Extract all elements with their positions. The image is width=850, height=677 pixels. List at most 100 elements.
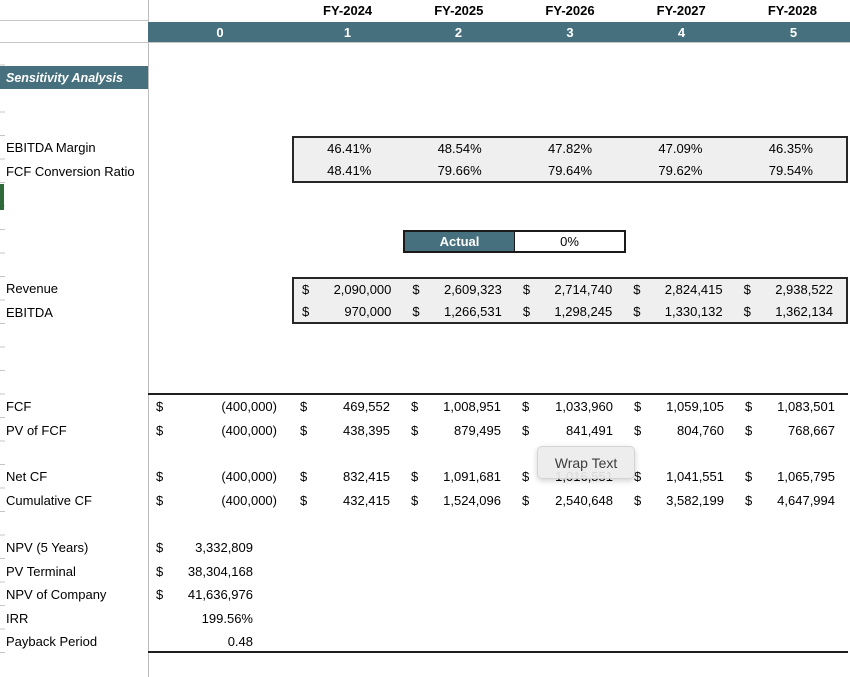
header-cell-fy2024[interactable]: FY-2024 — [323, 3, 373, 18]
period-index-3[interactable]: 3 — [566, 24, 574, 40]
fcf-fy2025[interactable]: $1,008,951 — [403, 395, 514, 419]
row-label-fcf-conversion-ratio[interactable]: FCF Conversion Ratio — [6, 163, 135, 179]
ebitda-fy2028[interactable]: $1,362,134 — [736, 301, 846, 323]
fcf-fy2027[interactable]: $1,059,105 — [626, 395, 737, 419]
cum-cf-fy2025[interactable]: $1,524,096 — [403, 489, 514, 513]
revenue-fy2026[interactable]: $2,714,740 — [515, 279, 625, 301]
row-label-irr[interactable]: IRR — [6, 610, 29, 626]
ebitda-margin-fy2024[interactable]: 46.41% — [327, 141, 372, 157]
period-index-1[interactable]: 1 — [343, 24, 352, 40]
fcf-conversion-fy2028[interactable]: 79.54% — [768, 162, 813, 178]
cell-value: (400,000) — [221, 469, 277, 485]
period-index-4[interactable]: 4 — [677, 24, 686, 40]
net-cf-fy2024[interactable]: $832,415 — [292, 465, 403, 489]
cum-cf-fy2027[interactable]: $3,582,199 — [626, 489, 737, 513]
section-title-sensitivity-analysis[interactable]: Sensitivity Analysis — [0, 66, 148, 89]
currency-symbol: $ — [156, 492, 164, 508]
cum-cf-fy2028[interactable]: $4,647,994 — [737, 489, 848, 513]
header-cell-fy2025[interactable]: FY-2025 — [434, 3, 484, 18]
npv-of-company-cell[interactable]: $41,636,976 — [148, 583, 292, 607]
period-index-2[interactable]: 2 — [454, 24, 463, 40]
net-cf-fy2028[interactable]: $1,065,795 — [737, 465, 848, 489]
row-label-fcf[interactable]: FCF — [6, 399, 32, 415]
cell-value: 1,041,551 — [666, 469, 724, 485]
period-index-0[interactable]: 0 — [216, 24, 224, 40]
cum-cf-fy2026[interactable]: $2,540,648 — [514, 489, 626, 513]
header-cell-fy2027[interactable]: FY-2027 — [656, 3, 706, 18]
row-label-pv-of-fcf[interactable]: PV of FCF — [6, 422, 67, 438]
pv-fcf-fy2028[interactable]: $768,667 — [737, 419, 848, 443]
ebitda-margin-fy2028[interactable]: 46.35% — [768, 141, 813, 157]
currency-symbol: $ — [633, 303, 641, 319]
net-cf-fy2027[interactable]: $1,041,551 — [626, 465, 737, 489]
cell-value: 3,332,809 — [195, 540, 253, 556]
fcf-fy2028[interactable]: $1,083,501 — [737, 395, 848, 419]
pv-fcf-fy2025[interactable]: $879,495 — [403, 419, 514, 443]
row-label-ebitda[interactable]: EBITDA — [6, 304, 53, 320]
row-label-npv-5-years[interactable]: NPV (5 Years) — [6, 540, 89, 556]
fcf-conversion-fy2025[interactable]: 79.66% — [437, 162, 482, 178]
fcf-y0[interactable]: $ (400,000) — [148, 395, 292, 419]
scenario-adjustment-cell[interactable]: 0% — [560, 234, 579, 249]
currency-symbol: $ — [300, 422, 308, 438]
cell-value: 1,065,795 — [777, 469, 835, 485]
ebitda-fy2027[interactable]: $1,330,132 — [625, 301, 735, 323]
ebitda-margin-fy2027[interactable]: 47.09% — [658, 141, 703, 157]
row-label-cumulative-cf[interactable]: Cumulative CF — [6, 492, 92, 508]
revenue-fy2027[interactable]: $2,824,415 — [625, 279, 735, 301]
currency-symbol: $ — [156, 563, 164, 579]
ebitda-row: $970,000 $1,266,531 $1,298,245 $1,330,13… — [294, 301, 846, 323]
currency-symbol: $ — [522, 399, 530, 415]
pv-terminal-cell[interactable]: $38,304,168 — [148, 560, 292, 584]
row-label-payback-period[interactable]: Payback Period — [6, 634, 98, 650]
currency-symbol: $ — [522, 422, 530, 438]
cell-value: 2,824,415 — [664, 282, 723, 298]
fcf-conversion-fy2026[interactable]: 79.64% — [547, 162, 593, 178]
row-label-pv-terminal[interactable]: PV Terminal — [6, 563, 76, 579]
ebitda-margin-fy2026[interactable]: 47.82% — [547, 141, 593, 157]
cell-value: 1,330,132 — [664, 303, 723, 319]
cell-value: 1,524,096 — [443, 492, 501, 508]
currency-symbol: $ — [743, 303, 751, 319]
net-cf-y0[interactable]: $ (400,000) — [148, 465, 292, 489]
gridline-column-divider — [148, 0, 149, 677]
scenario-actual-button[interactable]: Actual — [405, 232, 515, 251]
cell-value: (400,000) — [221, 492, 277, 508]
cum-cf-y0[interactable]: $ (400,000) — [148, 489, 292, 513]
cell-value: 0.48 — [227, 634, 253, 650]
pv-fcf-fy2026[interactable]: $841,491 — [514, 419, 626, 443]
currency-symbol: $ — [411, 469, 419, 485]
ebitda-fy2026[interactable]: $1,298,245 — [515, 301, 625, 323]
fcf-fy2026[interactable]: $1,033,960 — [514, 395, 626, 419]
cell-value: (400,000) — [221, 399, 277, 415]
cum-cf-fy2024[interactable]: $432,415 — [292, 489, 403, 513]
row-label-revenue[interactable]: Revenue — [6, 281, 59, 297]
revenue-fy2024[interactable]: $2,090,000 — [294, 279, 404, 301]
header-cell-fy2028[interactable]: FY-2028 — [767, 3, 817, 18]
irr-cell[interactable]: 199.56% — [148, 607, 292, 631]
ebitda-fy2025[interactable]: $1,266,531 — [404, 301, 514, 323]
currency-symbol: $ — [300, 399, 308, 415]
npv-5-years-cell[interactable]: $3,332,809 — [148, 536, 292, 560]
currency-symbol: $ — [411, 399, 419, 415]
ebitda-margin-fy2025[interactable]: 48.54% — [437, 141, 482, 157]
pv-fcf-fy2024[interactable]: $438,395 — [292, 419, 403, 443]
fcf-conversion-fy2027[interactable]: 79.62% — [658, 162, 703, 178]
row-label-npv-of-company[interactable]: NPV of Company — [6, 587, 107, 603]
header-cell-fy2026[interactable]: FY-2026 — [545, 3, 595, 18]
pv-fcf-y0[interactable]: $ (400,000) — [148, 419, 292, 443]
ebitda-fy2024[interactable]: $970,000 — [294, 301, 404, 323]
pv-fcf-fy2027[interactable]: $804,760 — [626, 419, 737, 443]
net-cf-fy2025[interactable]: $1,091,681 — [403, 465, 514, 489]
fcf-fy2024[interactable]: $469,552 — [292, 395, 403, 419]
fcf-row: $ (400,000) $469,552 $1,008,951 $1,033,96… — [148, 395, 848, 419]
revenue-fy2025[interactable]: $2,609,323 — [404, 279, 514, 301]
revenue-fy2028[interactable]: $2,938,522 — [736, 279, 846, 301]
currency-symbol: $ — [412, 282, 420, 298]
row-label-ebitda-margin[interactable]: EBITDA Margin — [6, 140, 96, 156]
period-index-5[interactable]: 5 — [789, 24, 798, 40]
payback-period-cell[interactable]: 0.48 — [148, 630, 292, 654]
fcf-conversion-fy2024[interactable]: 48.41% — [327, 162, 372, 178]
row-label-net-cf[interactable]: Net CF — [6, 469, 48, 485]
currency-symbol: $ — [411, 492, 419, 508]
